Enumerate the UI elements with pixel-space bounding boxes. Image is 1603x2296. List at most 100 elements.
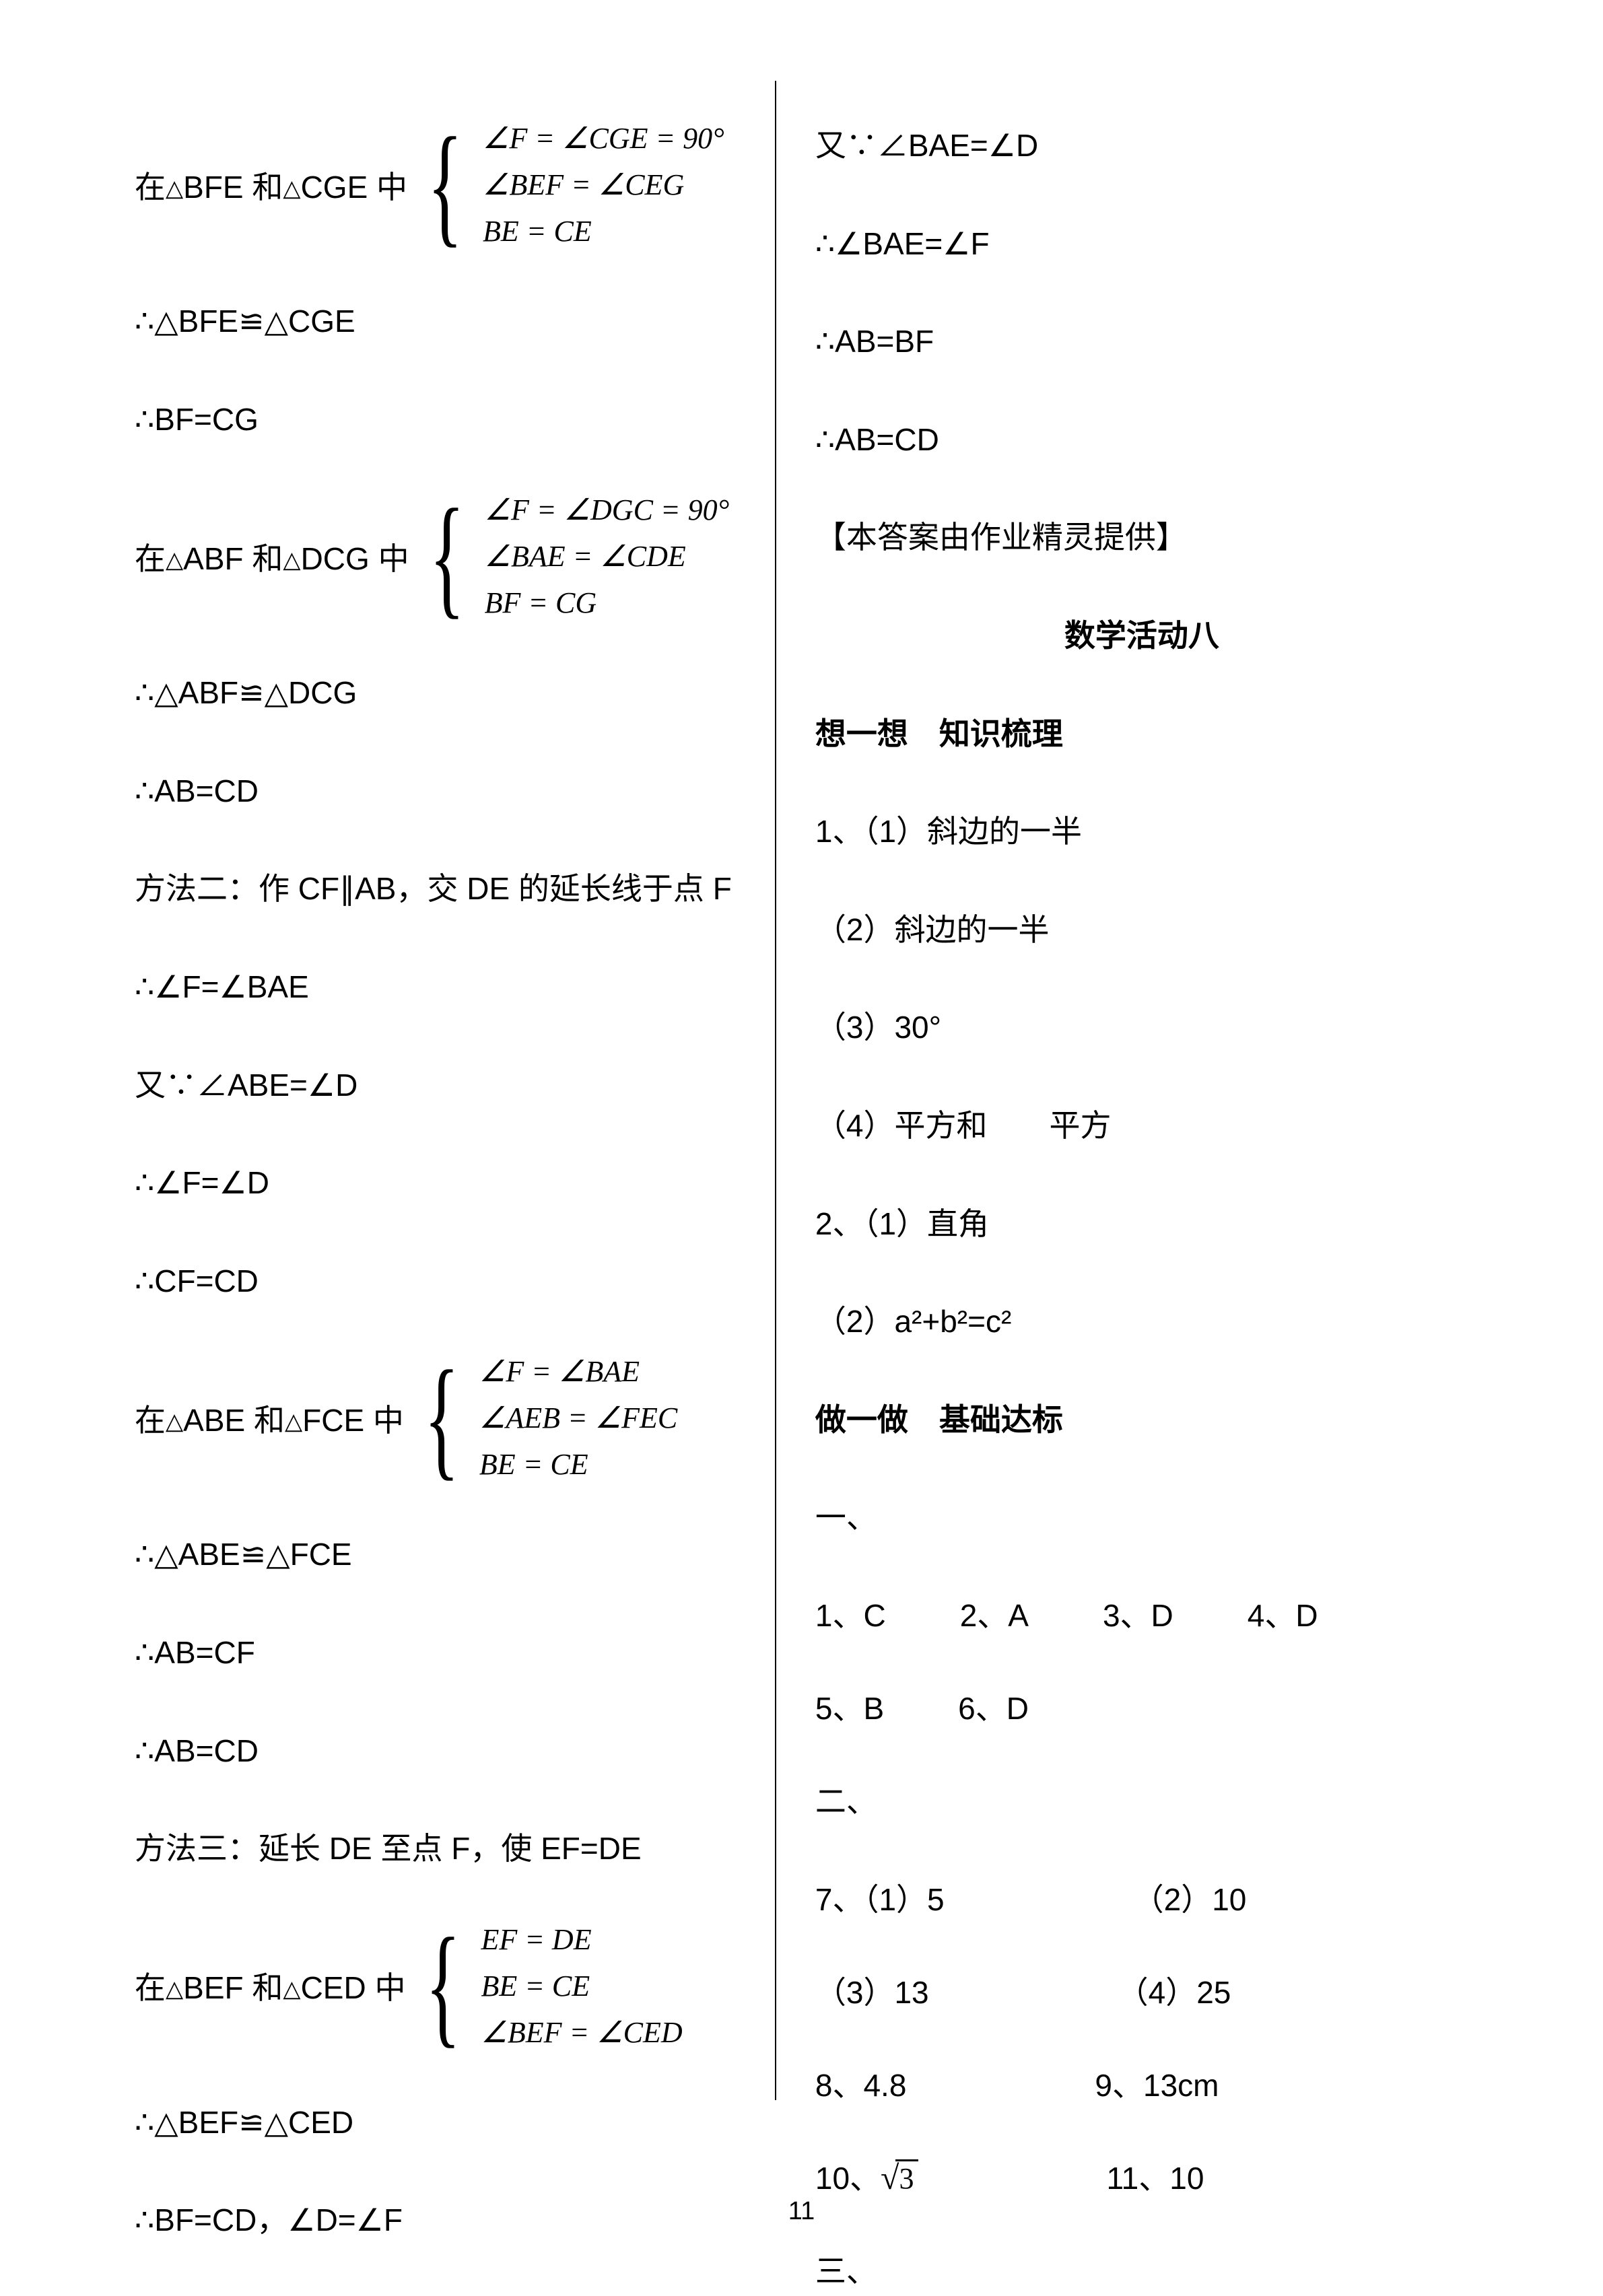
proof-line: ∴AB=BF: [815, 317, 1468, 367]
column-divider: [775, 81, 776, 2100]
subsection-title: 想一想 知识梳理: [815, 709, 1468, 759]
answer-item: 2、A: [960, 1591, 1029, 1636]
proof-line: ∴∠F=∠D: [135, 1158, 735, 1208]
proof-line: ∴AB=CF: [135, 1628, 735, 1678]
answer-line: 2、（1）直角: [815, 1199, 1468, 1249]
answer-line: 1、（1）斜边的一半: [815, 807, 1468, 857]
case-row: ∠F = ∠DGC = 90°: [485, 493, 730, 527]
section-label: 二、: [815, 1777, 1468, 1827]
case-row: ∠AEB = ∠FEC: [479, 1401, 677, 1435]
case-row: ∠BAE = ∠CDE: [485, 539, 730, 573]
text: BFE 和: [183, 170, 283, 205]
proof-line: ∴△BFE≌△CGE: [135, 297, 735, 347]
answer-row: （3）13 （4）25: [815, 1968, 1468, 2013]
answer-prefix: 10、: [815, 2161, 881, 2196]
case-row: BE = CE: [481, 1969, 682, 2003]
prefix-text: 在△BEF 和△CED 中: [135, 1963, 405, 2008]
left-brace-icon: {: [428, 128, 463, 242]
right-column: 又∵∠BAE=∠D ∴∠BAE=∠F ∴AB=BF ∴AB=CD 【本答案由作业…: [775, 121, 1468, 2127]
answer-item: （4）25: [1118, 1968, 1231, 2013]
proof-line: ∴AB=CD: [135, 767, 735, 816]
answer-row: 5、B 6、D: [815, 1684, 1468, 1729]
proof-line: ∴△ABE≌△FCE: [135, 1530, 735, 1580]
answer-item: 6、D: [958, 1684, 1029, 1729]
cases-list: ∠F = ∠DGC = 90° ∠BAE = ∠CDE BF = CG: [485, 493, 730, 620]
proof-block-3: 在△ABE 和△FCE 中 { ∠F = ∠BAE ∠AEB = ∠FEC BE…: [135, 1354, 735, 1482]
note-text: 【本答案由作业精灵提供】: [815, 513, 1468, 563]
text: 在: [135, 170, 166, 205]
proof-line: 又∵∠ABE=∠D: [135, 1061, 735, 1111]
answer-item: 9、13cm: [1095, 2061, 1219, 2106]
text: CGE 中: [301, 170, 407, 205]
proof-block-4: 在△BEF 和△CED 中 { EF = DE BE = CE ∠BEF = ∠…: [135, 1922, 735, 2050]
answer-row: 10、√3 11、10: [815, 2154, 1468, 2198]
text: 在: [135, 541, 166, 576]
case-row: EF = DE: [481, 1922, 682, 1957]
answer-item: 11、10: [1107, 2154, 1204, 2198]
subsection-title: 做一做 基础达标: [815, 1395, 1468, 1445]
case-row: ∠BEF = ∠CED: [481, 2015, 682, 2050]
proof-line: 方法三：延长 DE 至点 F，使 EF=DE: [135, 1824, 735, 1874]
prefix-text: 在△ABE 和△FCE 中: [135, 1396, 404, 1440]
answer-item: 3、D: [1103, 1591, 1173, 1636]
section-label: 三、: [815, 2247, 1468, 2296]
proof-line: ∴AB=CD: [135, 1727, 735, 1776]
triangle-icon: △: [283, 1976, 300, 2002]
case-row: BF = CG: [485, 586, 730, 620]
answer-item: 8、4.8: [815, 2061, 907, 2106]
proof-block-1: 在△BFE 和△CGE 中 { ∠F = ∠CGE = 90° ∠BEF = ∠…: [135, 121, 735, 248]
cases-list: ∠F = ∠CGE = 90° ∠BEF = ∠CEG BE = CE: [483, 121, 724, 248]
cases-list: ∠F = ∠BAE ∠AEB = ∠FEC BE = CE: [479, 1354, 677, 1482]
answer-item: 10、√3: [815, 2154, 918, 2198]
triangle-icon: △: [166, 1409, 183, 1434]
answer-row: 1、C 2、A 3、D 4、D: [815, 1591, 1468, 1636]
answer-row: 7、（1）5 （2）10: [815, 1875, 1468, 1920]
proof-line: ∴∠BAE=∠F: [815, 219, 1468, 269]
text: BEF 和: [183, 1970, 283, 2005]
case-row: BE = CE: [479, 1447, 677, 1482]
triangle-icon: △: [166, 176, 183, 201]
answer-line: （4）平方和 平方: [815, 1101, 1468, 1151]
left-brace-icon: {: [425, 1928, 461, 2043]
proof-block-2: 在△ABF 和△DCG 中 { ∠F = ∠DGC = 90° ∠BAE = ∠…: [135, 493, 735, 620]
text: CED 中: [301, 1970, 406, 2005]
brace-cases: { ∠F = ∠BAE ∠AEB = ∠FEC BE = CE: [404, 1354, 677, 1482]
prefix-text: 在△ABF 和△DCG 中: [135, 534, 409, 579]
proof-line: 又∵∠BAE=∠D: [815, 121, 1468, 171]
brace-cases: { ∠F = ∠CGE = 90° ∠BEF = ∠CEG BE = CE: [407, 121, 724, 248]
answer-item: 4、D: [1248, 1591, 1318, 1636]
answer-item: （3）13: [815, 1968, 929, 2013]
case-row: ∠BEF = ∠CEG: [483, 168, 724, 202]
triangle-icon: △: [166, 1976, 183, 2002]
answer-item: 7、（1）5: [815, 1875, 945, 1920]
cases-list: EF = DE BE = CE ∠BEF = ∠CED: [481, 1922, 682, 2050]
text: DCG 中: [301, 541, 409, 576]
prefix-text: 在△BFE 和△CGE 中: [135, 163, 407, 207]
section-title: 数学活动八: [815, 611, 1468, 661]
two-column-layout: 在△BFE 和△CGE 中 { ∠F = ∠CGE = 90° ∠BEF = ∠…: [135, 121, 1468, 2127]
brace-cases: { EF = DE BE = CE ∠BEF = ∠CED: [405, 1922, 682, 2050]
proof-line: ∴△BEF≌△CED: [135, 2098, 735, 2148]
answer-item: 1、C: [815, 1591, 886, 1636]
answer-line: （3）30°: [815, 1003, 1468, 1053]
case-row: ∠F = ∠BAE: [479, 1354, 677, 1389]
triangle-icon: △: [283, 547, 300, 573]
proof-line: ∴BF=CG: [135, 395, 735, 445]
case-row: BE = CE: [483, 214, 724, 248]
answer-line: （2）斜边的一半: [815, 905, 1468, 955]
answer-row: 8、4.8 9、13cm: [815, 2061, 1468, 2106]
answer-line: （2）a²+b²=c²: [815, 1297, 1468, 1347]
triangle-icon: △: [166, 547, 183, 573]
sqrt-expression: √3: [881, 2158, 918, 2197]
text: ABF 和: [183, 541, 283, 576]
page-root: 在△BFE 和△CGE 中 { ∠F = ∠CGE = 90° ∠BEF = ∠…: [0, 0, 1603, 2266]
text: ABE 和: [183, 1403, 285, 1438]
proof-line: ∴AB=CD: [815, 415, 1468, 465]
proof-line: ∴CF=CD: [135, 1257, 735, 1307]
proof-line: 方法二：作 CF∥AB，交 DE 的延长线于点 F: [135, 864, 735, 914]
case-row: ∠F = ∠CGE = 90°: [483, 121, 724, 155]
triangle-icon: △: [285, 1409, 302, 1434]
text: 在: [135, 1403, 166, 1438]
section-label: 一、: [815, 1493, 1468, 1543]
left-column: 在△BFE 和△CGE 中 { ∠F = ∠CGE = 90° ∠BEF = ∠…: [135, 121, 775, 2127]
